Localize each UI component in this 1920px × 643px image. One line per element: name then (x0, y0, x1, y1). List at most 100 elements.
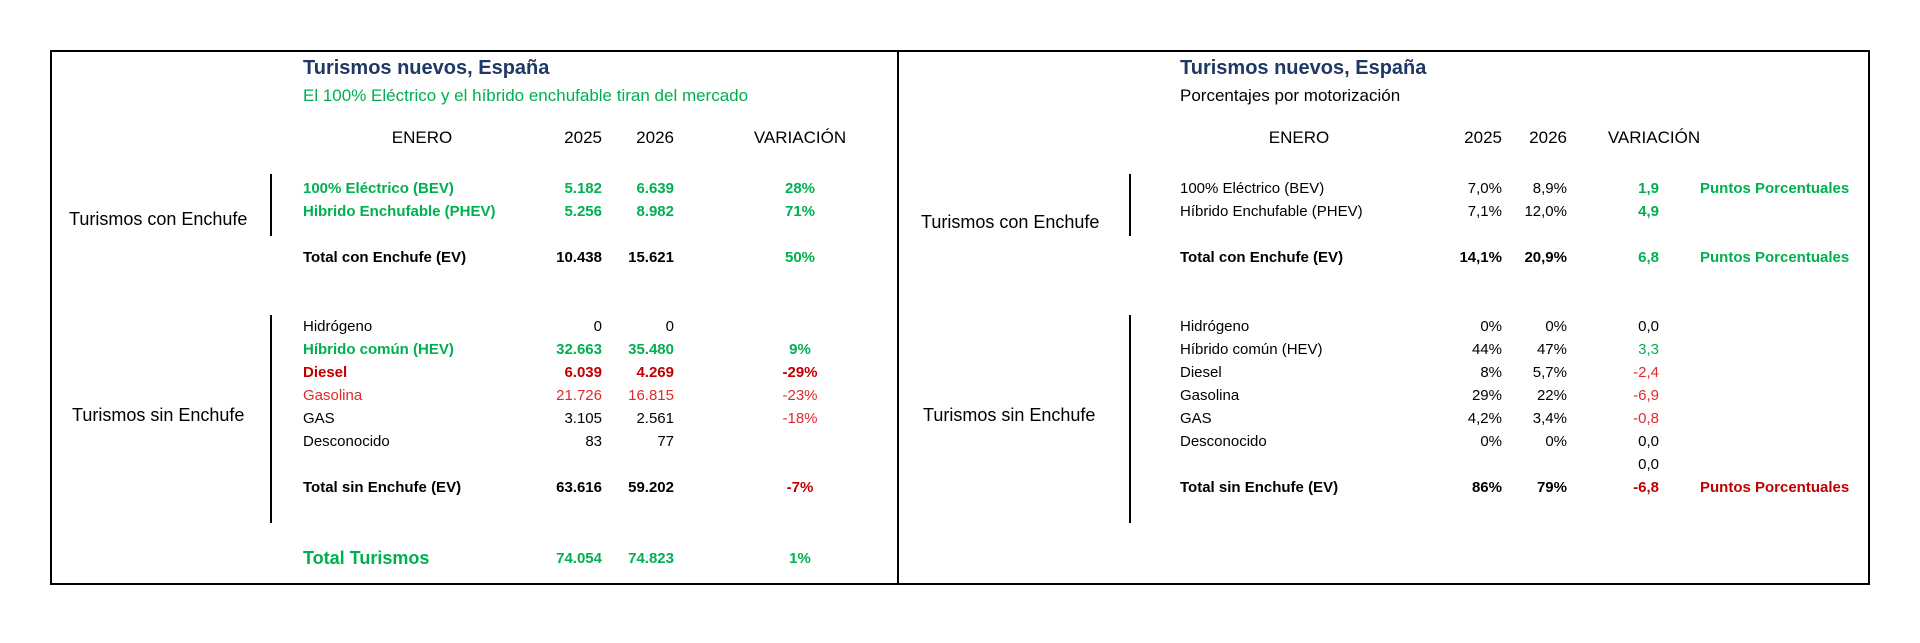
right-row-label: Híbrido común (HEV) (1180, 341, 1323, 358)
left-row-var: 71% (784, 203, 816, 220)
right-row-label: GAS (1180, 410, 1212, 427)
left-header-period: ENERO (391, 128, 453, 147)
left-row-label: 100% Eléctrico (BEV) (303, 180, 454, 197)
right-header-period: ENERO (1268, 128, 1330, 147)
left-row-label: Hidrógeno (303, 318, 373, 335)
right-row-var: -0,8 (1633, 410, 1659, 427)
left-row-2026: 16.815 (628, 387, 674, 404)
left-row-2026: 35.480 (628, 341, 674, 358)
right-row-2026: 47% (1536, 341, 1567, 358)
right-row-var: 6,8 (1638, 249, 1659, 266)
left-row-var: -29% (782, 364, 818, 381)
right-row-var: 0,0 (1638, 318, 1659, 335)
left-row-var: 50% (784, 249, 816, 266)
left-row-2026: 15.621 (628, 249, 674, 266)
right-row-2025: 7,1% (1467, 203, 1502, 220)
right-row-2025: 29% (1471, 387, 1502, 404)
left-row-var: -7% (786, 479, 814, 496)
right-subtitle: Porcentajes por motorización (1180, 86, 1401, 105)
left-row-2025: 5.256 (564, 203, 602, 220)
left-table-panel: Turismos nuevos, España El 100% Eléctric… (50, 50, 899, 585)
right-row-var: 4,9 (1638, 203, 1659, 220)
right-header-2025: 2025 (1464, 128, 1502, 147)
right-row-2025: 0% (1480, 318, 1502, 335)
left-header-2025: 2025 (564, 128, 602, 147)
left-row-2025: 32.663 (556, 341, 602, 358)
left-row-label: Gasolina (303, 387, 363, 404)
right-table-panel: Turismos nuevos, España Porcentajes por … (897, 50, 1870, 585)
right-row-2025: 14,1% (1459, 249, 1502, 266)
left-row-var: -18% (782, 410, 818, 427)
left-row-var: 28% (784, 180, 816, 197)
left-row-2025: 6.039 (564, 364, 602, 381)
left-plug-bar (270, 174, 272, 236)
left-total-2025: 74.054 (556, 550, 602, 567)
right-plug-bar (1129, 174, 1131, 236)
right-group-noplug: Turismos sin Enchufe (923, 405, 1096, 425)
left-row-2025: 0 (593, 318, 602, 335)
left-row-var: -23% (782, 387, 818, 404)
right-row-2026: 20,9% (1524, 249, 1567, 266)
right-row-note: Puntos Porcentuales (1700, 479, 1850, 496)
right-row-2026: 0% (1545, 433, 1567, 450)
left-row-2025: 83 (585, 433, 602, 450)
left-header-2026: 2026 (636, 128, 674, 147)
right-row-var: 0,0 (1638, 433, 1659, 450)
left-row-label: Desconocido (303, 433, 390, 450)
right-row-2025: 0% (1480, 433, 1502, 450)
right-header-variation: VARIACIÓN (1607, 128, 1701, 147)
left-row-var: 9% (789, 341, 811, 358)
right-row-note: Puntos Porcentuales (1700, 249, 1850, 266)
right-row-var: -6,9 (1633, 387, 1659, 404)
right-row-2025: 8% (1480, 364, 1502, 381)
right-row-2026: 79% (1536, 479, 1567, 496)
left-group-plug: Turismos con Enchufe (69, 209, 248, 229)
left-total-var: 1% (789, 550, 811, 567)
right-row-label: 100% Eléctrico (BEV) (1180, 180, 1325, 197)
right-group-plug: Turismos con Enchufe (921, 212, 1100, 232)
right-row-var: -6,8 (1633, 479, 1659, 496)
right-row-label: Gasolina (1180, 387, 1240, 404)
left-row-2026: 4.269 (636, 364, 674, 381)
right-row-2025: 86% (1471, 479, 1502, 496)
left-row-2026: 8.982 (636, 203, 674, 220)
left-row-2025: 5.182 (564, 180, 602, 197)
left-total-label: Total Turismos (303, 548, 430, 568)
right-title: Turismos nuevos, España (1180, 57, 1427, 79)
left-row-label: Híbrido común (HEV) (303, 341, 454, 358)
left-title: Turismos nuevos, España (303, 57, 550, 79)
right-row-var: 1,9 (1638, 180, 1659, 197)
right-header-2026: 2026 (1529, 128, 1567, 147)
left-row-2026: 77 (657, 433, 674, 450)
left-total-2026: 74.823 (628, 550, 674, 567)
right-row-note: Puntos Porcentuales (1700, 180, 1850, 197)
left-row-2025: 63.616 (556, 479, 602, 496)
right-row-2025: 44% (1471, 341, 1502, 358)
left-group-noplug: Turismos sin Enchufe (72, 405, 245, 425)
left-row-2025: 21.726 (556, 387, 602, 404)
right-row-2026: 3,4% (1532, 410, 1567, 427)
left-header-variation: VARIACIÓN (753, 128, 847, 147)
left-row-2026: 59.202 (628, 479, 674, 496)
left-row-label: Total sin Enchufe (EV) (303, 479, 462, 496)
left-row-2025: 3.105 (564, 410, 602, 427)
left-row-2025: 10.438 (556, 249, 602, 266)
right-row-label: Híbrido Enchufable (PHEV) (1180, 203, 1363, 220)
right-row-2025: 4,2% (1467, 410, 1502, 427)
right-row-label: Desconocido (1180, 433, 1267, 450)
left-row-2026: 2.561 (636, 410, 674, 427)
right-row-2026: 22% (1536, 387, 1567, 404)
right-row-label: Total con Enchufe (EV) (1180, 249, 1344, 266)
right-row-label: Hidrógeno (1180, 318, 1250, 335)
left-row-label: Diesel (303, 364, 348, 381)
left-row-label: Hibrido Enchufable (PHEV) (303, 203, 496, 220)
left-row-label: GAS (303, 410, 335, 427)
right-row-var: 0,0 (1638, 456, 1659, 473)
left-row-2026: 6.639 (636, 180, 674, 197)
right-noplug-bar (1129, 315, 1131, 523)
left-subtitle: El 100% Eléctrico y el híbrido enchufabl… (303, 86, 749, 105)
right-row-2026: 0% (1545, 318, 1567, 335)
right-row-var: 3,3 (1638, 341, 1659, 358)
left-row-2026: 0 (665, 318, 674, 335)
left-row-label: Total con Enchufe (EV) (303, 249, 467, 266)
